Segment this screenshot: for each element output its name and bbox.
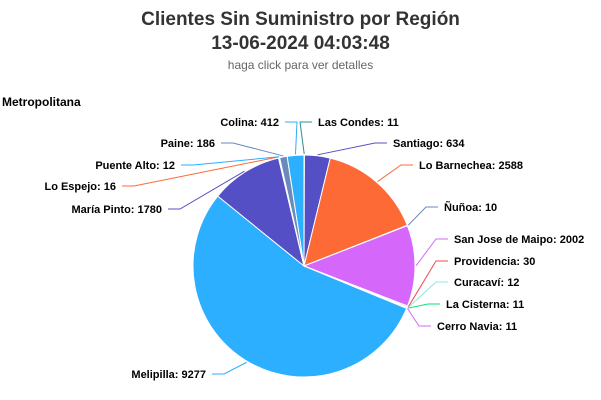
chart-subtitle: haga click para ver detalles <box>227 58 374 72</box>
connector-la-cisterna <box>407 303 440 309</box>
connector-maria-pinto <box>168 170 245 210</box>
connector-cerro-navia <box>407 308 431 327</box>
chart-title: Clientes Sin Suministro por Región <box>141 9 460 30</box>
connector-santiago <box>317 142 387 156</box>
pie-slice-lo-barnechea[interactable] <box>303 157 408 267</box>
data-label-lo-espejo: Lo Espejo: 16 <box>44 181 116 193</box>
data-label-nunoa: Ñuñoa: 10 <box>444 201 497 214</box>
connector-san-jose-de-maipo <box>415 238 448 267</box>
connector-lo-barnechea <box>377 164 413 182</box>
connector-paine <box>221 142 284 157</box>
connector-melipilla <box>212 361 247 375</box>
data-label-paine: Paine: 186 <box>161 138 215 150</box>
connector-curacavi <box>407 281 448 309</box>
label-connectors <box>122 121 448 375</box>
pie-slice-colina[interactable] <box>286 154 305 267</box>
pie-slice-san-jose-de-maipo[interactable] <box>302 225 416 307</box>
connector-colina <box>285 121 298 155</box>
data-label-cerro-navia: Cerro Navia: 11 <box>437 321 517 333</box>
data-label-las-condes: Las Condes: 11 <box>318 117 399 129</box>
pie-slice-melipilla[interactable] <box>192 195 408 378</box>
data-label-la-cisterna: La Cisterna: 11 <box>446 299 524 311</box>
data-label-melipilla: Melipilla: 9277 <box>131 369 206 381</box>
data-labels: Las Condes: 11 Santiago: 634 Lo Barnechea:… <box>44 117 584 381</box>
data-label-colina: Colina: 412 <box>220 117 279 129</box>
data-label-curacavi: Curacaví: 12 <box>454 277 519 289</box>
data-label-santiago: Santiago: 634 <box>393 138 465 150</box>
pie-slice-maria-pinto[interactable] <box>217 157 305 268</box>
data-label-lo-barnechea: Lo Barnechea: 2588 <box>419 160 523 172</box>
connector-nunoa <box>407 206 438 226</box>
data-label-san-jose-de-maipo: San Jose de Maipo: 2002 <box>454 234 584 246</box>
data-label-maria-pinto: María Pinto: 1780 <box>72 204 162 216</box>
data-label-providencia: Providencia: 30 <box>454 256 535 268</box>
connector-las-condes <box>299 121 312 155</box>
connector-providencia <box>407 260 448 308</box>
pie-slices[interactable] <box>192 154 416 378</box>
connector-lo-espejo <box>122 156 279 187</box>
data-label-puente-alto: Puente Alto: 12 <box>95 160 175 172</box>
region-label: Metropolitana <box>2 95 81 109</box>
chart-timestamp: 13-06-2024 04:03:48 <box>211 33 390 54</box>
connector-puente-alto <box>181 156 280 166</box>
